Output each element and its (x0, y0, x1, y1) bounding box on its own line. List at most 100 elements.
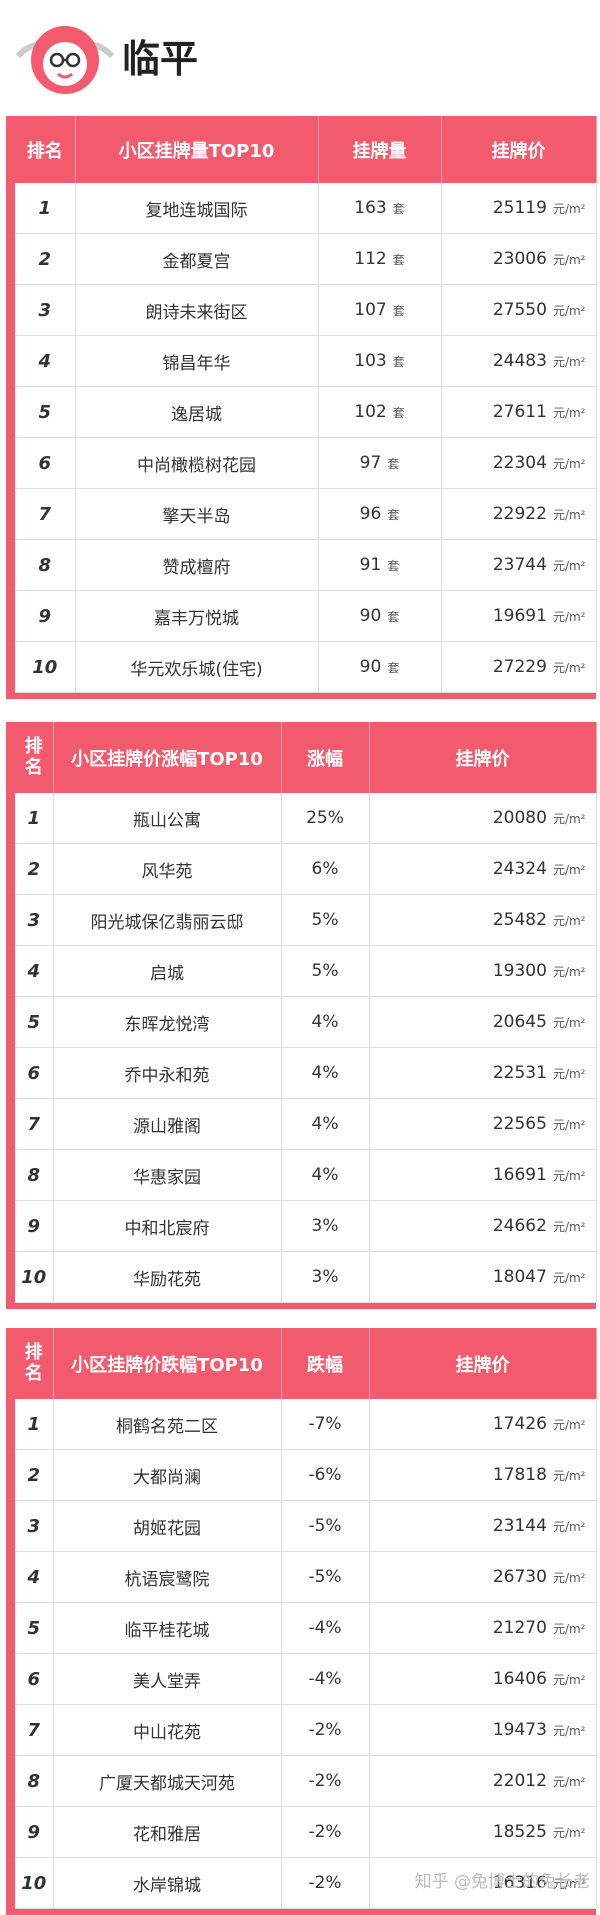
metric-value: -6% (308, 1465, 342, 1485)
metric-value: 90 (359, 606, 382, 626)
price-value: 20645 (492, 1012, 547, 1032)
header-row: 排名 小区挂牌量TOP10 挂牌量 挂牌价 (15, 116, 597, 183)
rank: 6 (15, 1653, 54, 1705)
price: 20080 元/m² (369, 793, 597, 844)
community-name: 中和北宸府 (53, 1200, 282, 1252)
price: 18047 元/m² (369, 1251, 597, 1303)
data-row: 2 大都尚澜 -6% 17818 元/m² (15, 1449, 597, 1501)
table: 排名 小区挂牌价跌幅TOP10 跌幅 挂牌价 1 桐鹤名苑二区 -7% 17426 元/m² 2 大… (15, 1328, 597, 1909)
price-value: 22922 (492, 504, 547, 524)
price-unit: 元/m² (552, 661, 586, 675)
community-name: 中尚橄榄树花园 (75, 437, 319, 489)
data-row: 7 中山花苑 -2% 19473 元/m² (15, 1704, 597, 1756)
price: 17818 元/m² (369, 1449, 597, 1501)
rank: 1 (15, 1399, 54, 1450)
data-row: 5 临平桂花城 -4% 21270 元/m² (15, 1602, 597, 1654)
metric-value: 97 (359, 453, 382, 473)
column-header: 涨幅 (281, 722, 370, 793)
price-value: 22565 (492, 1114, 547, 1134)
price-unit: 元/m² (552, 1169, 586, 1183)
price-unit: 元/m² (552, 1016, 586, 1030)
metric-unit: 套 (387, 508, 400, 522)
column-header-text: 排名 (24, 735, 43, 778)
price-value: 21270 (492, 1618, 547, 1638)
community-name: 中山花苑 (53, 1704, 282, 1756)
metric-value: 4% (311, 1063, 339, 1083)
price: 23144 元/m² (369, 1500, 597, 1552)
metric-value: -2% (308, 1720, 342, 1740)
data-row: 5 东晖龙悦湾 4% 20645 元/m² (15, 996, 597, 1048)
price-unit: 元/m² (552, 1220, 586, 1234)
metric-unit: 套 (387, 610, 400, 624)
column-header: 挂牌价 (441, 116, 597, 183)
header-row: 排名 小区挂牌价涨幅TOP10 涨幅 挂牌价 (15, 722, 597, 793)
price-value: 26730 (492, 1567, 547, 1587)
metric-value: -2% (308, 1822, 342, 1842)
rank: 2 (15, 843, 54, 895)
price: 22531 元/m² (369, 1047, 597, 1099)
city-title: 临平 (122, 37, 199, 81)
column-header-text: 挂牌量 (352, 140, 407, 162)
rank: 1 (15, 183, 76, 234)
metric: 5% (281, 894, 370, 946)
metric-unit: 套 (392, 355, 405, 369)
community-name: 大都尚澜 (53, 1449, 282, 1501)
metric-value: 3% (311, 1267, 339, 1287)
data-row: 2 金都夏宫 112 套 23006 元/m² (15, 233, 597, 285)
price-unit: 元/m² (552, 508, 586, 522)
data-row: 3 朗诗未来街区 107 套 27550 元/m² (15, 284, 597, 336)
data-row: 3 胡姬花园 -5% 23144 元/m² (15, 1500, 597, 1552)
metric-value: 4% (311, 1165, 339, 1185)
data-row: 8 广厦天都城天河苑 -2% 22012 元/m² (15, 1755, 597, 1807)
ranking-table: 排名 小区挂牌价跌幅TOP10 跌幅 挂牌价 1 桐鹤名苑二区 -7% 17426 元/m² 2 大… (6, 1328, 597, 1915)
metric-value: 107 (354, 300, 387, 320)
metric: -4% (281, 1602, 370, 1654)
metric: 102 套 (318, 386, 442, 438)
metric: 91 套 (318, 539, 442, 591)
rank: 6 (15, 1047, 54, 1099)
column-header: 小区挂牌价跌幅TOP10 (53, 1328, 282, 1399)
data-row: 1 瓶山公寓 25% 20080 元/m² (15, 793, 597, 844)
price: 22565 元/m² (369, 1098, 597, 1150)
price-unit: 元/m² (552, 1673, 586, 1687)
price: 21270 元/m² (369, 1602, 597, 1654)
price-unit: 元/m² (552, 1622, 586, 1636)
price: 19473 元/m² (369, 1704, 597, 1756)
data-row: 4 锦昌年华 103 套 24483 元/m² (15, 335, 597, 387)
community-name: 风华苑 (53, 843, 282, 895)
metric-unit: 套 (387, 559, 400, 573)
metric: 4% (281, 996, 370, 1048)
community-name: 阳光城保亿翡丽云邸 (53, 894, 282, 946)
metric-value: -2% (308, 1771, 342, 1791)
price-unit: 元/m² (552, 1877, 586, 1891)
price-value: 16406 (492, 1669, 547, 1689)
metric: -5% (281, 1500, 370, 1552)
price-value: 20080 (492, 808, 547, 828)
price: 24324 元/m² (369, 843, 597, 895)
community-name: 华元欢乐城(住宅) (75, 641, 319, 693)
community-name: 嘉丰万悦城 (75, 590, 319, 642)
data-row: 6 乔中永和苑 4% 22531 元/m² (15, 1047, 597, 1099)
logo (15, 26, 115, 94)
price: 22304 元/m² (441, 437, 597, 489)
price-unit: 元/m² (552, 457, 586, 471)
data-row: 3 阳光城保亿翡丽云邸 5% 25482 元/m² (15, 894, 597, 946)
community-name: 复地连城国际 (75, 183, 319, 234)
metric: 6% (281, 843, 370, 895)
price: 19300 元/m² (369, 945, 597, 997)
data-row: 7 源山雅阁 4% 22565 元/m² (15, 1098, 597, 1150)
price-unit: 元/m² (552, 1418, 586, 1432)
column-header-text: 跌幅 (307, 1354, 343, 1376)
price-unit: 元/m² (552, 1775, 586, 1789)
rank: 8 (15, 1755, 54, 1807)
metric-value: 25% (306, 808, 344, 828)
community-name: 金都夏宫 (75, 233, 319, 285)
metric-value: -4% (308, 1618, 342, 1638)
rank: 5 (15, 386, 76, 438)
price: 16406 元/m² (369, 1653, 597, 1705)
price: 23744 元/m² (441, 539, 597, 591)
price: 23006 元/m² (441, 233, 597, 285)
community-name: 东晖龙悦湾 (53, 996, 282, 1048)
community-name: 临平桂花城 (53, 1602, 282, 1654)
price-unit: 元/m² (552, 1118, 586, 1132)
